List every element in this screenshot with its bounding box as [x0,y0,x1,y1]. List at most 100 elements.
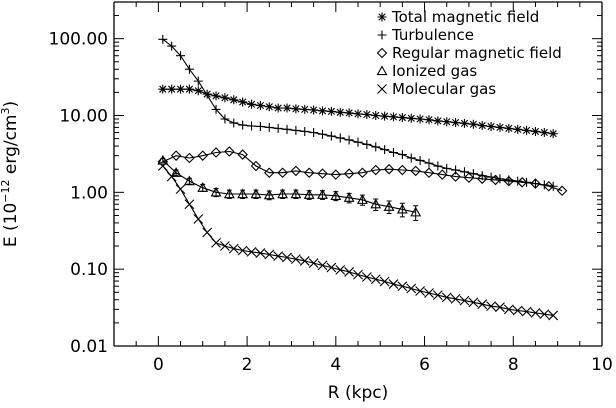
legend-symbol [377,30,387,40]
legend-symbol [376,65,388,76]
data-point [530,307,541,318]
data-point [459,167,469,177]
data-point [300,104,310,114]
data-point [290,165,302,177]
data-point [255,121,265,131]
data-point [175,184,186,195]
data-point [308,258,319,268]
data-point [326,131,336,141]
series-x [157,161,559,321]
data-point [167,41,177,51]
data-point [442,117,452,127]
data-point [277,167,288,178]
data-point [495,174,505,184]
data-point [548,310,559,321]
data-point [309,128,319,138]
data-point [193,76,203,86]
data-point [362,139,372,149]
data-point [344,267,355,277]
y-tick-label: 10.00 [59,106,108,126]
data-point [503,304,514,315]
data-point [441,292,452,303]
data-point [158,84,168,94]
data-point [303,167,315,178]
data-point [273,123,283,133]
data-point [318,129,328,139]
data-point [380,111,390,121]
data-point [415,286,425,296]
data-point [539,309,550,320]
data-point [170,150,182,161]
data-point [193,86,203,96]
data-point [503,175,515,187]
data-point [344,135,354,145]
data-point [406,283,417,294]
data-point [167,84,177,94]
data-point [263,189,275,200]
data-point [335,264,346,275]
data-point [468,169,478,179]
data-point [442,163,452,173]
data-point [424,288,434,298]
data-point [210,186,222,197]
data-point [468,297,479,308]
data-point [330,190,342,200]
data-point [317,189,328,199]
x-axis-title: R (kpc) [328,383,388,403]
data-point [264,122,274,132]
data-point [522,125,532,135]
data-point [210,147,222,158]
legend-item: Ionized gas [376,62,477,80]
data-point [424,158,434,168]
y-title-suffix: ) [1,101,21,108]
data-point [353,269,363,280]
error-bar [186,177,192,185]
series-line [162,150,563,192]
data-point [291,104,301,114]
data-point [370,198,382,209]
data-point [246,246,257,257]
legend-item: Regular magnetic field [376,44,562,62]
data-point [264,102,274,112]
data-point [238,97,248,107]
data-point [309,105,319,115]
data-point [539,128,549,138]
data-point [433,161,443,171]
data-point [277,188,289,199]
data-point [543,180,555,192]
data-series [157,34,568,321]
data-point [326,106,336,116]
y-tick-label: 0.01 [70,337,108,357]
data-point [343,168,355,179]
legend-item: Total magnetic field [377,8,539,26]
x-tick-label: 2 [242,355,253,375]
data-point [468,119,478,129]
data-point [158,34,168,44]
data-point [451,118,461,128]
data-point [383,163,395,175]
data-point [229,95,239,105]
data-point [317,260,328,271]
x-tick-label: 10 [591,355,613,375]
data-point [433,116,443,126]
data-point [397,113,407,123]
data-point [202,89,212,99]
data-point [495,302,505,313]
data-point [406,153,416,163]
axis-ticks: 0 2 4 6 8 10 0.01 0.10 1.00 10.00 100.00 [49,1,613,375]
data-point [273,103,283,113]
y-title-exp1: −12 [0,179,12,202]
data-point [383,201,395,211]
data-point [396,203,408,214]
data-point [223,188,235,199]
data-point [282,252,292,263]
data-point [486,301,496,312]
data-point [247,121,257,131]
data-point [184,199,195,210]
data-point [183,175,195,186]
data-point [193,214,204,224]
data-point [388,112,398,122]
data-point [157,154,169,165]
y-title-exp2: 3 [0,108,12,115]
data-point [410,206,422,217]
